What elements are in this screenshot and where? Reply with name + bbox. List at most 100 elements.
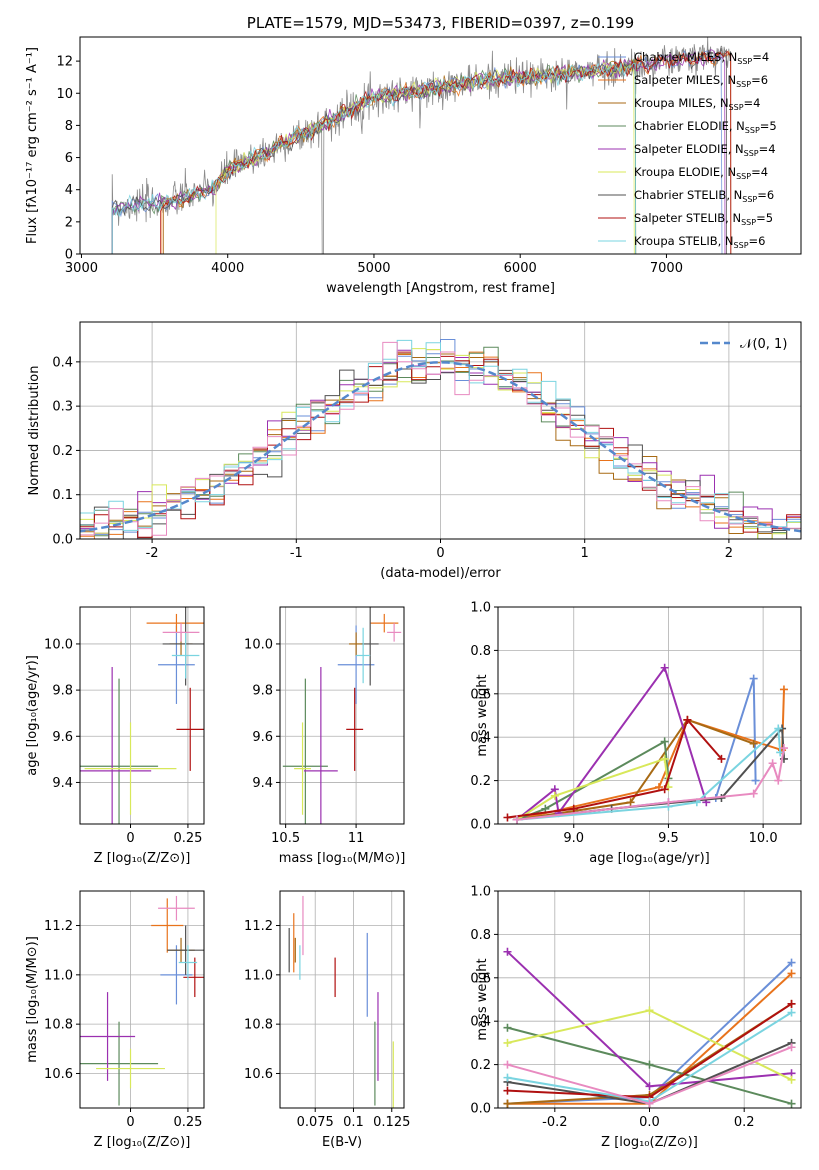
y-tick-label: 4 <box>65 183 73 198</box>
weight-marker <box>749 789 758 798</box>
y-tick-label: 0.4 <box>52 355 73 370</box>
plot-area <box>111 37 732 254</box>
panel-age_vs_Z: 0 0.25 9.4 9.6 9.8 10.0 Z [log₁₀(Z/Z⊙)] age [lo… <box>25 606 205 866</box>
panel-residuals: -2 -1 0 1 2 0.0 0.1 0.2 0.3 0.4 (data-model)/error… <box>27 321 802 581</box>
panel-age_vs_mass: 10.5 11 9.4 9.6 9.8 10.0 mass [log₁₀(M/M⊙)] <box>244 606 406 866</box>
weight-line-kroupa-elodie <box>516 757 670 821</box>
axes-frame <box>79 890 205 1109</box>
x-tick-label: 9.5 <box>658 831 679 846</box>
plot-area <box>503 947 796 1108</box>
weight-marker <box>645 1060 654 1069</box>
y-tick-label: 9.6 <box>252 730 273 745</box>
legend-entry: Chabrier MILES, NSSP=4 <box>634 50 769 66</box>
x-axis-label: Z [log₁₀(Z/Z⊙)] <box>601 1135 698 1150</box>
y-tick-label: 1.0 <box>470 885 491 900</box>
plot-area <box>80 607 204 824</box>
legend: Chabrier MILES, NSSP=4 Salpeter MILES, NS… <box>598 50 777 250</box>
model-line-chabrier-elodie <box>111 58 637 254</box>
y-tick-label: 0.0 <box>470 818 491 833</box>
weight-marker <box>749 674 758 683</box>
y-axis-label: Normed distribution <box>27 366 42 496</box>
legend-entry: Kroupa ELODIE, NSSP=4 <box>634 165 768 181</box>
y-tick-label: 0.2 <box>470 774 491 789</box>
y-tick-label: 0.4 <box>470 731 491 746</box>
y-tick-label: 2 <box>65 215 73 230</box>
weight-marker <box>503 813 512 822</box>
weight-marker <box>645 1082 654 1091</box>
y-axis-label: mass [log₁₀(M/M⊙)] <box>25 936 40 1063</box>
weight-marker <box>787 1043 796 1052</box>
y-tick-label: 0.4 <box>470 1015 491 1030</box>
y-tick-label: 9.4 <box>52 776 73 791</box>
model-line-kroupa-elodie <box>215 62 635 254</box>
weight-marker <box>503 1060 512 1069</box>
weight-marker <box>664 798 673 807</box>
x-tick-label: 5000 <box>357 261 390 276</box>
x-tick-label: 0.075 <box>297 1115 334 1130</box>
weight-marker <box>626 798 635 807</box>
y-axis-label: Flux [fλ10⁻¹⁷ erg cm⁻² s⁻¹ A⁻¹] <box>25 47 40 244</box>
x-axis-label: mass [log₁₀(M/M⊙)] <box>279 851 406 866</box>
weight-marker <box>503 1073 512 1082</box>
weight-marker <box>774 724 783 733</box>
y-tick-label: 9.6 <box>52 730 73 745</box>
y-tick-label: 0.0 <box>52 533 73 548</box>
x-tick-label: 6000 <box>504 261 537 276</box>
x-tick-label: 4000 <box>211 261 244 276</box>
legend-entry: Salpeter STELIB, NSSP=5 <box>634 211 773 227</box>
weight-marker <box>774 776 783 785</box>
model-line-chabrier-stelib <box>111 47 727 254</box>
x-tick-label: 0.25 <box>173 831 202 846</box>
x-tick-label: 10.0 <box>749 831 778 846</box>
x-axis-label: E(B-V) <box>322 1135 362 1150</box>
y-tick-label: 0.3 <box>52 400 73 415</box>
x-tick-label: 0.25 <box>173 1115 202 1130</box>
model-line-kroupa-stelib <box>111 62 637 254</box>
weight-marker <box>503 1086 512 1095</box>
y-tick-label: 10.0 <box>44 637 73 652</box>
weight-marker <box>787 999 796 1008</box>
x-tick-label: 7000 <box>650 261 683 276</box>
x-tick-label: 3000 <box>65 261 98 276</box>
weight-marker <box>660 785 669 794</box>
weight-marker <box>569 804 578 813</box>
y-axis-label: mass weight <box>475 958 490 1040</box>
x-tick-label: -1 <box>290 546 303 561</box>
axes-frame <box>79 606 205 825</box>
y-tick-label: 12 <box>56 55 73 70</box>
legend-entry: Kroupa MILES, NSSP=4 <box>634 96 760 112</box>
x-tick-label: -2 <box>146 546 159 561</box>
y-tick-label: 11.2 <box>244 919 273 934</box>
y-tick-label: 10.8 <box>244 1018 273 1033</box>
y-tick-label: 9.4 <box>252 776 273 791</box>
weight-marker <box>660 663 669 672</box>
weight-marker <box>779 744 788 753</box>
weight-marker <box>503 1099 512 1108</box>
x-axis-label: age [log₁₀(age/yr)] <box>589 851 710 866</box>
y-tick-label: 10 <box>56 87 73 102</box>
y-tick-label: 11.2 <box>44 919 73 934</box>
legend-entry: 𝒩(0, 1) <box>740 337 787 352</box>
weight-marker <box>779 685 788 694</box>
panel-mass_vs_Z: 0 0.25 10.6 10.8 11.0 11.2 Z [log₁₀(Z/Z⊙)] mass… <box>25 890 205 1150</box>
y-tick-label: 6 <box>65 151 73 166</box>
y-tick-label: 8 <box>65 119 73 134</box>
weight-marker <box>787 969 796 978</box>
weight-marker <box>645 1099 654 1108</box>
plot-area <box>282 607 402 824</box>
weight-marker <box>503 1023 512 1032</box>
weight-marker <box>683 715 692 724</box>
axes-frame <box>279 890 405 1109</box>
plot-area <box>503 663 788 824</box>
weight-marker <box>660 737 669 746</box>
legend-entry: Salpeter MILES, NSSP=6 <box>634 73 768 89</box>
legend-entry: Kroupa STELIB, NSSP=6 <box>634 234 765 250</box>
x-tick-label: 2 <box>725 546 733 561</box>
plot-area <box>288 895 394 1108</box>
y-axis-label: age [log₁₀(age/yr)] <box>25 655 40 776</box>
panel-mass_vs_EBV: 0.075 0.1 0.125 10.6 10.8 11.0 11.2 E(B-V) <box>244 890 410 1150</box>
weight-marker <box>787 958 796 967</box>
weight-marker <box>751 776 760 785</box>
x-tick-label: 0 <box>436 546 444 561</box>
